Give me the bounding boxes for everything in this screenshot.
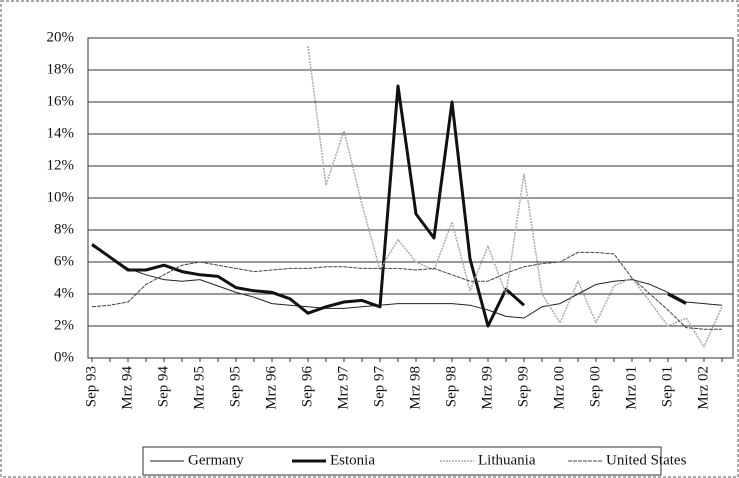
x-tick-label: Sep 96 <box>299 366 315 408</box>
x-tick-label: Mrz 96 <box>263 366 279 410</box>
series-line <box>91 251 722 330</box>
series-line <box>307 45 723 348</box>
y-tick-label: 12% <box>47 157 75 173</box>
y-tick-label: 10% <box>47 189 75 205</box>
x-tick-label: Mrz 98 <box>407 366 423 410</box>
x-tick-label: Sep 00 <box>587 366 603 407</box>
x-tick-label: Mrz 94 <box>119 366 135 410</box>
x-tick-label: Mrz 97 <box>335 366 351 410</box>
x-tick-label: Sep 99 <box>515 366 531 407</box>
x-tick-label: Sep 94 <box>155 366 171 408</box>
y-tick-label: 2% <box>54 317 74 333</box>
series-line <box>91 245 723 319</box>
x-tick-label: Sep 98 <box>443 366 459 407</box>
series-line <box>91 84 687 328</box>
x-tick-label: Sep 01 <box>659 366 675 407</box>
legend-label: Lithuania <box>478 452 536 468</box>
x-tick-label: Mrz 02 <box>695 366 711 410</box>
y-tick-label: 18% <box>47 61 75 77</box>
y-tick-label: 20% <box>47 29 75 45</box>
legend-label: Estonia <box>330 452 375 468</box>
legend-label: United States <box>606 452 687 468</box>
y-tick-label: 8% <box>54 221 74 237</box>
x-tick-label: Sep 93 <box>83 366 99 407</box>
x-tick-label: Mrz 00 <box>551 366 567 410</box>
x-tick-label: Mrz 95 <box>191 366 207 410</box>
y-tick-label: 4% <box>54 285 74 301</box>
x-tick-label: Sep 97 <box>371 366 387 408</box>
x-tick-label: Mrz 99 <box>479 366 495 410</box>
y-tick-label: 14% <box>47 125 75 141</box>
legend-label: Germany <box>188 452 244 468</box>
y-tick-label: 6% <box>54 253 74 269</box>
x-tick-label: Mrz 01 <box>623 366 639 410</box>
x-tick-label: Sep 95 <box>227 366 243 407</box>
y-tick-label: 16% <box>47 93 75 109</box>
y-tick-label: 0% <box>54 349 74 365</box>
